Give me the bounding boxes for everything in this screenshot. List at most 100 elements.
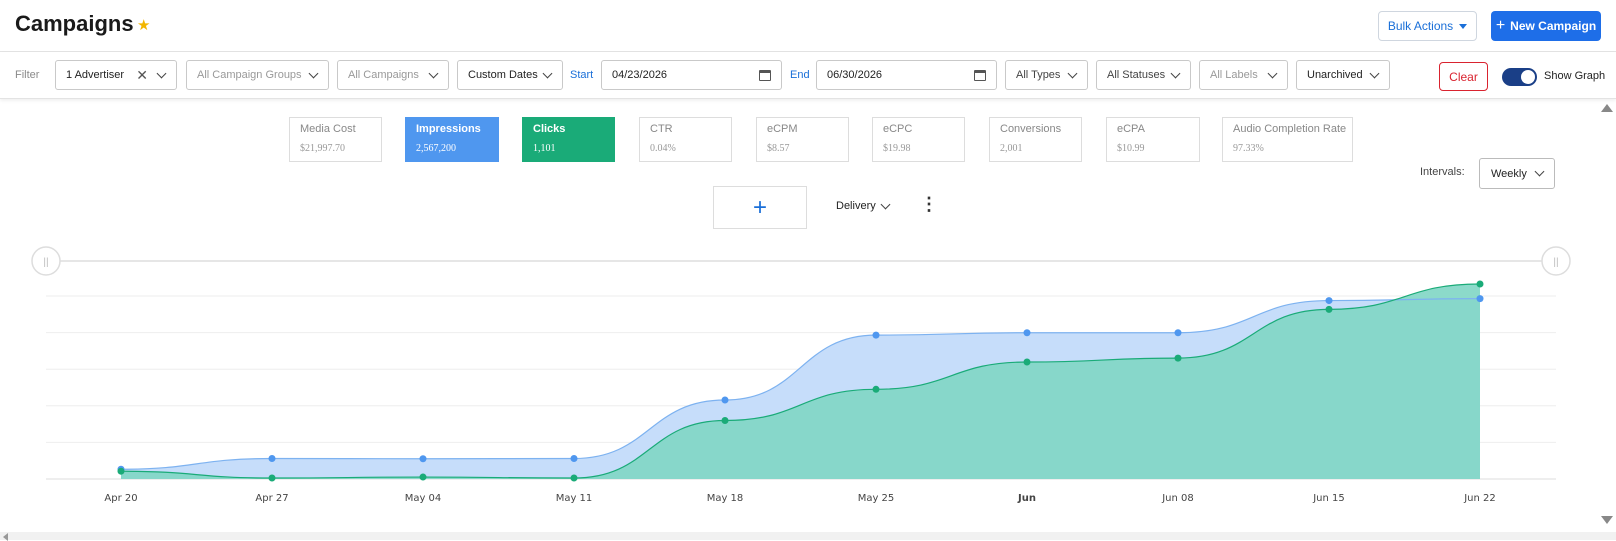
close-icon[interactable]: ✕ <box>136 66 148 83</box>
date-mode-select[interactable]: Custom Dates <box>457 60 563 90</box>
labels-value: All Labels <box>1210 69 1258 81</box>
range-handle <box>31 246 61 276</box>
plus-icon: + <box>752 193 767 221</box>
metric-name: eCPC <box>883 123 913 135</box>
metric-name: Clicks <box>533 123 566 135</box>
metric-name: Impressions <box>416 123 481 135</box>
end-date-input[interactable]: 06/30/2026 <box>816 60 997 90</box>
calendar-icon[interactable] <box>974 69 986 81</box>
start-date-input[interactable]: 04/23/2026 <box>601 60 782 90</box>
archive-select[interactable]: Unarchived <box>1296 60 1390 90</box>
filter-label: Filter <box>15 69 40 81</box>
intervals-select[interactable]: Weekly <box>1479 158 1555 189</box>
types-select[interactable]: All Types <box>1005 60 1088 90</box>
scroll-up-icon[interactable] <box>1601 104 1613 112</box>
range-handle-grip: || <box>43 257 48 268</box>
chevron-down-icon <box>1369 68 1380 78</box>
delivery-select[interactable]: Delivery <box>836 199 900 212</box>
impressions-point <box>872 331 880 339</box>
metric-value: $10.99 <box>1117 143 1145 154</box>
x-tick-label: May 11 <box>556 493 593 504</box>
start-label: Start <box>570 69 594 81</box>
x-tick-label: Apr 20 <box>104 493 137 504</box>
statuses-select[interactable]: All Statuses <box>1096 60 1191 90</box>
metric-tile[interactable]: Conversions 2,001 <box>989 117 1082 162</box>
start-date-value: 04/23/2026 <box>612 69 668 81</box>
calendar-icon[interactable] <box>759 69 771 81</box>
campaigns-select[interactable]: All Campaigns <box>337 60 449 90</box>
chevron-down-icon <box>880 199 891 209</box>
metric-tile[interactable]: Impressions 2,567,200 <box>405 117 499 162</box>
metric-tile[interactable]: eCPC $19.98 <box>872 117 965 162</box>
metric-value: 2,567,200 <box>416 143 456 154</box>
x-tick-label: May 25 <box>858 493 895 504</box>
horizontal-scrollbar[interactable] <box>0 532 1616 540</box>
metric-value: $21,997.70 <box>300 143 345 154</box>
chevron-down-icon <box>156 68 167 78</box>
metric-tile[interactable]: Media Cost $21,997.70 <box>289 117 382 162</box>
clear-button[interactable]: Clear <box>1439 62 1488 91</box>
metric-name: Media Cost <box>300 123 356 135</box>
metric-tile[interactable]: Audio Completion Rate 97.33% <box>1222 117 1353 162</box>
date-mode-value: Custom Dates <box>468 69 538 81</box>
metric-tile[interactable]: eCPM $8.57 <box>756 117 849 162</box>
x-tick-label: Jun 15 <box>1312 493 1345 504</box>
clicks-point <box>268 474 276 482</box>
clicks-point <box>1174 354 1182 362</box>
metric-name: CTR <box>650 123 673 135</box>
star-icon[interactable]: ★ <box>137 17 151 34</box>
impressions-point <box>721 396 729 404</box>
chevron-down-icon <box>542 68 553 78</box>
clicks-point <box>1476 280 1484 288</box>
chevron-down-icon <box>1534 166 1545 177</box>
end-date-value: 06/30/2026 <box>827 69 883 81</box>
metric-value: $8.57 <box>767 143 790 154</box>
show-graph-label: Show Graph <box>1544 70 1606 82</box>
archive-value: Unarchived <box>1307 69 1363 81</box>
new-campaign-button[interactable]: + New Campaign <box>1491 11 1601 41</box>
add-metric-button[interactable]: + <box>713 186 807 229</box>
impressions-line <box>120 298 1481 470</box>
statuses-value: All Statuses <box>1107 69 1166 81</box>
page-header: Campaigns ★ Bulk Actions + New Campaign <box>0 0 1616 52</box>
chevron-down-icon <box>428 68 439 78</box>
clicks-point <box>721 417 729 424</box>
impressions-point <box>1174 329 1182 337</box>
end-label: End <box>790 69 810 81</box>
metric-value: 0.04% <box>650 143 676 154</box>
metric-value: 2,001 <box>1000 143 1023 154</box>
x-tick-label: Jun <box>1017 493 1036 504</box>
chevron-down-icon <box>1170 68 1181 78</box>
advertiser-value: 1 Advertiser <box>66 69 125 81</box>
advertiser-select[interactable]: 1 Advertiser ✕ <box>55 60 177 90</box>
campaign-groups-value: All Campaign Groups <box>197 69 302 81</box>
clicks-point <box>1325 305 1333 313</box>
bulk-actions-button[interactable]: Bulk Actions <box>1378 11 1477 41</box>
metric-tile[interactable]: CTR 0.04% <box>639 117 732 162</box>
more-options-icon[interactable]: ⋮ <box>920 194 938 214</box>
metric-value: $19.98 <box>883 143 911 154</box>
toggle-knob <box>1521 70 1535 84</box>
metric-tile[interactable]: eCPA $10.99 <box>1106 117 1200 162</box>
impressions-point <box>570 455 578 463</box>
clicks-point <box>419 473 427 481</box>
metric-name: eCPM <box>767 123 798 135</box>
metric-tile[interactable]: Clicks 1,101 <box>522 117 615 162</box>
labels-select[interactable]: All Labels <box>1199 60 1288 90</box>
impressions-point <box>268 455 276 463</box>
impressions-point <box>1476 295 1484 303</box>
x-tick-label: May 18 <box>707 493 744 504</box>
metric-value: 1,101 <box>533 143 556 154</box>
x-tick-label: May 04 <box>405 493 442 504</box>
campaign-groups-select[interactable]: All Campaign Groups <box>186 60 329 90</box>
show-graph-toggle[interactable] <box>1502 68 1537 86</box>
chevron-down-icon <box>1067 68 1078 78</box>
chevron-down-icon <box>308 68 319 78</box>
scroll-down-icon[interactable] <box>1601 516 1613 524</box>
campaigns-value: All Campaigns <box>348 69 419 81</box>
metric-name: Conversions <box>1000 123 1062 135</box>
clicks-point <box>872 385 880 393</box>
metric-value: 97.33% <box>1233 143 1264 154</box>
scroll-left-icon[interactable] <box>3 533 8 541</box>
x-tick-label: Apr 27 <box>255 493 288 504</box>
